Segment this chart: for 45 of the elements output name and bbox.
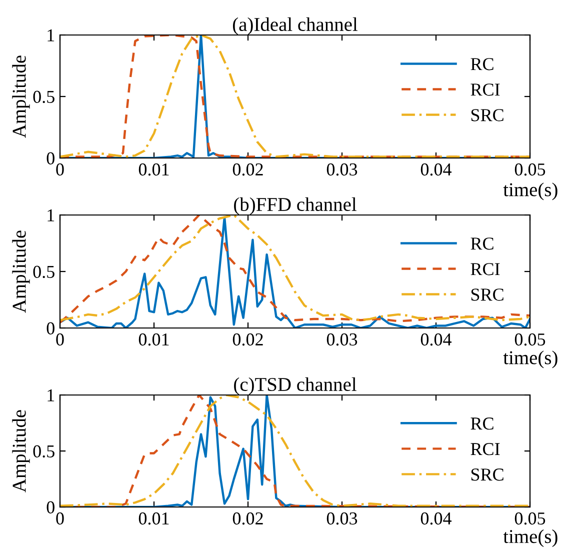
x-tick-label: 0 [56, 163, 64, 176]
x-axis-title: time(s) [503, 529, 558, 548]
x-tick-label: 0.01 [138, 333, 169, 346]
y-tick-label: 0.5 [33, 90, 54, 104]
y-tick-label: 1 [48, 29, 54, 42]
x-tick-label: 0.04 [420, 163, 452, 176]
x-tick-label: 0.01 [138, 163, 169, 176]
x-tick-label: 0.02 [232, 512, 263, 525]
x-tick-label: 0.02 [232, 333, 263, 346]
y-tick-label: 1 [48, 389, 54, 402]
y-tick-label: 0.5 [33, 445, 54, 458]
x-tick-label: 0.03 [326, 512, 358, 525]
legend-label: RC [470, 58, 494, 70]
legend-label: RCI [470, 263, 500, 276]
y-tick-label: 1 [48, 209, 54, 222]
y-axis-title: Amplitude [12, 230, 30, 313]
legend-label: RC [470, 238, 494, 250]
x-tick-label: 0.03 [326, 163, 358, 176]
y-axis-title: Amplitude [12, 410, 30, 492]
legend-label: RC [470, 418, 494, 430]
legend-label: SRC [471, 109, 504, 122]
x-tick-label: 0.04 [420, 333, 452, 346]
legend-label: RCI [470, 443, 500, 456]
x-tick-label: 0.05 [514, 163, 546, 176]
x-tick-label: 0.05 [514, 333, 546, 346]
x-tick-label: 0.05 [514, 512, 546, 525]
x-axis-title: time(s) [503, 350, 558, 368]
y-tick-label: 0.5 [33, 266, 54, 278]
chart-title: (b)FFD channel [234, 197, 356, 215]
x-tick-label: 0.02 [232, 163, 263, 176]
x-tick-label: 0.01 [138, 512, 169, 525]
x-tick-label: 0 [56, 512, 64, 525]
chart-title: (c)TSD channel [234, 377, 356, 395]
x-axis-title: time(s) [503, 182, 558, 200]
y-tick-label: 0 [46, 152, 54, 164]
x-tick-label: 0.04 [420, 512, 452, 525]
y-tick-label: 0 [46, 322, 54, 334]
legend-label: RCI [470, 84, 500, 96]
legend-label: SRC [471, 468, 504, 481]
legend-label: SRC [471, 288, 504, 301]
x-tick-label: 0.03 [326, 333, 358, 346]
y-tick-label: 0 [46, 501, 54, 514]
y-axis-title: Amplitude [12, 56, 30, 138]
x-tick-label: 0 [56, 333, 64, 346]
chart-title: (a)Ideal channel [232, 17, 358, 35]
